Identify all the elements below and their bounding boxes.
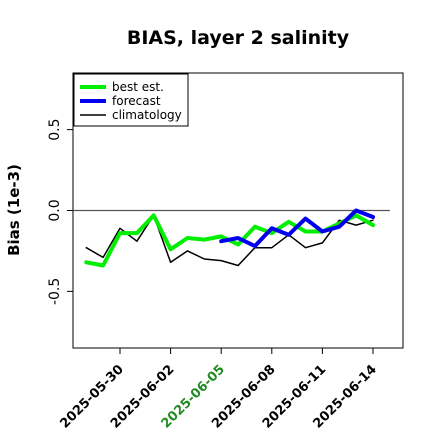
- series-line-climatology: [85, 214, 374, 267]
- series-line-forecast: [219, 208, 375, 249]
- y-tick-label: 0.5: [47, 118, 63, 140]
- legend-label: climatology: [112, 108, 182, 122]
- y-axis-label: Bias (1e-3): [5, 164, 23, 256]
- y-tick-label: -0.5: [47, 278, 63, 305]
- legend-label: forecast: [112, 94, 161, 108]
- chart-title: BIAS, layer 2 salinity: [127, 27, 350, 49]
- y-tick-label: 0.0: [47, 199, 63, 221]
- legend-label: best est.: [112, 80, 164, 94]
